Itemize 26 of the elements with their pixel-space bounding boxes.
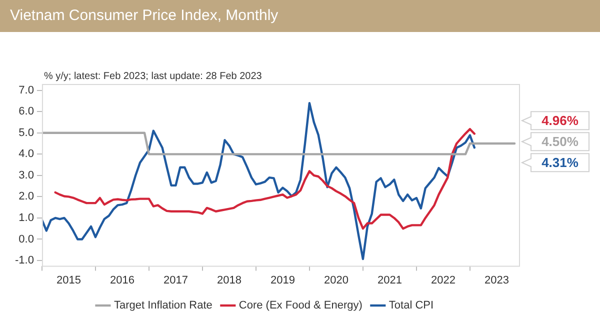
legend-label: Core (Ex Food & Energy) [238,300,362,312]
legend-label: Target Inflation Rate [114,300,212,312]
text: % y/y; latest: Feb 2023; last update: 28 Feb 2023 [44,70,262,82]
x-tick-label: 2015 [56,274,81,286]
y-tick-label: 0.0 [18,233,34,246]
text: 4.31% [542,155,579,170]
chart-title: Vietnam Consumer Price Index, Monthly [0,0,600,32]
y-tick-label: 3.0 [18,169,34,182]
y-tick-label: 5.0 [18,126,34,139]
y-tick-label: 7.0 [18,84,34,96]
x-tick-label: 2016 [110,274,134,286]
x-tick-label: 2017 [163,274,188,286]
text: 4.50% [542,134,579,150]
x-tick-label: 2022 [430,274,456,286]
y-tick-label: 1.0 [18,212,34,224]
x-tick-label: 2020 [324,274,348,286]
text: 4.96% [542,113,579,128]
legend-label: Total CPI [388,300,434,312]
x-tick-label: 2019 [270,274,295,286]
y-tick-label: 6.0 [18,106,34,118]
x-tick-label: 2023 [484,274,509,286]
x-tick-label: 2018 [216,274,242,286]
x-tick-label: 2021 [377,274,402,286]
y-tick-label: 2.0 [18,190,34,203]
y-tick-label: 4.0 [18,148,34,160]
y-tick-label: -1.0 [14,254,34,267]
